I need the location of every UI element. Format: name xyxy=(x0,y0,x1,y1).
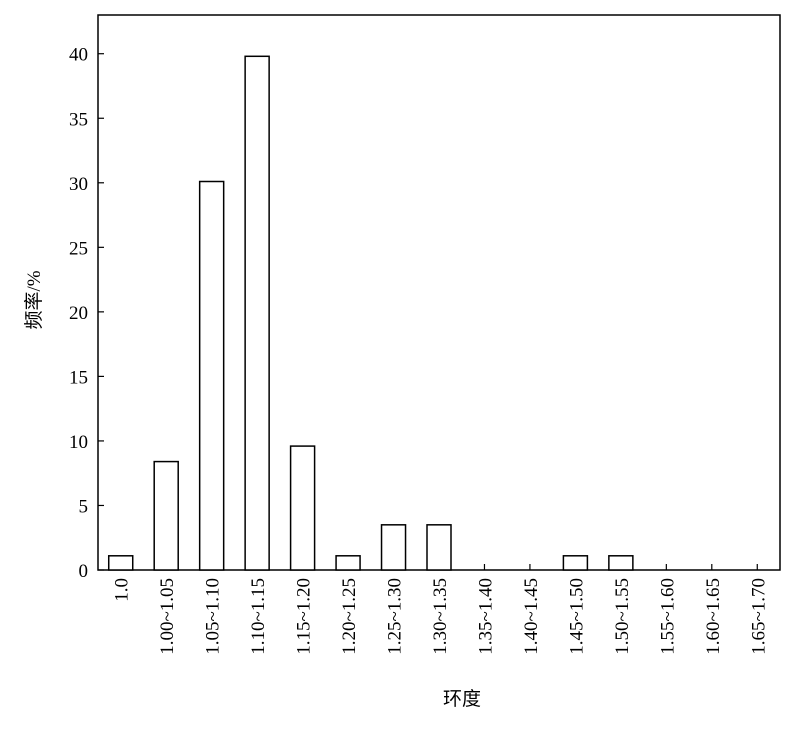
y-tick-label: 20 xyxy=(69,303,88,324)
x-tick-label: 1.0 xyxy=(112,578,133,602)
x-tick-label: 1.50~1.55 xyxy=(612,578,633,655)
x-tick-label: 1.40~1.45 xyxy=(521,578,542,655)
x-tick-label: 1.15~1.20 xyxy=(294,578,315,655)
y-tick-label: 30 xyxy=(69,174,88,195)
x-axis-label: 环度 xyxy=(443,688,481,710)
y-axis-label: 频率/% xyxy=(23,270,45,329)
x-tick-label: 1.10~1.15 xyxy=(248,578,269,655)
bar xyxy=(153,460,179,571)
y-tick-label: 40 xyxy=(69,45,88,66)
bar xyxy=(244,55,270,571)
x-tick-label: 1.60~1.65 xyxy=(703,578,724,655)
x-tick-label: 1.35~1.40 xyxy=(475,578,496,655)
y-tick-label: 15 xyxy=(69,367,88,388)
bar xyxy=(608,555,634,571)
bar xyxy=(426,524,452,571)
x-tick-label: 1.20~1.25 xyxy=(339,578,360,655)
y-tick-label: 25 xyxy=(69,238,88,259)
x-tick-label: 1.05~1.10 xyxy=(203,578,224,655)
y-tick-label: 0 xyxy=(79,561,89,582)
bar xyxy=(289,445,316,571)
x-tick-label: 1.25~1.30 xyxy=(385,578,406,655)
y-tick-label: 35 xyxy=(69,109,88,130)
x-tick-label: 1.55~1.60 xyxy=(657,578,678,655)
x-tick-label: 1.00~1.05 xyxy=(157,578,178,655)
x-tick-label: 1.65~1.70 xyxy=(748,578,769,655)
bar xyxy=(380,524,407,571)
bar xyxy=(562,555,589,571)
x-tick-label: 1.30~1.35 xyxy=(430,578,451,655)
y-tick-label: 10 xyxy=(69,432,88,453)
y-tick-label: 5 xyxy=(79,496,89,517)
x-tick-label: 1.45~1.50 xyxy=(566,578,587,655)
bar xyxy=(198,180,225,571)
bar xyxy=(107,555,134,571)
bar xyxy=(335,555,361,571)
